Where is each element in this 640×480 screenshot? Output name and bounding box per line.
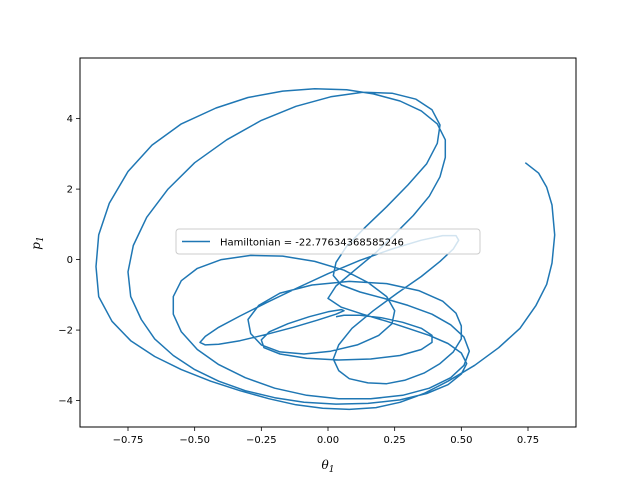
y-tick-label: 0 — [67, 255, 73, 266]
legend-label: Hamiltonian = -22.77634368585246 — [220, 238, 404, 249]
x-tick-label: 0.00 — [317, 435, 339, 446]
x-axis-label-subscript: 1 — [329, 465, 335, 475]
x-tick-label: −0.50 — [179, 435, 210, 446]
x-axis-ticks: −0.75 −0.50 −0.25 0.00 0.25 0.50 0.75 — [113, 427, 539, 446]
x-axis-label: θ1 — [322, 458, 335, 475]
y-tick-label: 4 — [67, 114, 73, 125]
y-tick-label: −4 — [58, 396, 73, 407]
x-tick-label: −0.25 — [246, 435, 277, 446]
legend-box — [175, 228, 481, 255]
x-tick-label: −0.75 — [113, 435, 144, 446]
y-tick-label: −2 — [58, 326, 73, 337]
y-axis-label-subscript: 1 — [36, 236, 46, 242]
x-axis-label-symbol: θ — [322, 458, 330, 472]
series-line-0 — [95, 87, 556, 411]
plot-frame — [79, 57, 577, 428]
series-layer — [95, 87, 556, 411]
x-tick-label: 0.75 — [517, 435, 539, 446]
x-tick-label: 0.25 — [384, 435, 406, 446]
x-tick-label: 0.50 — [450, 435, 472, 446]
y-axis-label: p1 — [29, 236, 46, 249]
y-axis-label-symbol: p — [29, 242, 43, 250]
y-axis-ticks: −4 −2 0 2 4 — [58, 114, 80, 407]
y-tick-label: 2 — [67, 185, 73, 196]
legend: Hamiltonian = -22.77634368585246 — [175, 228, 481, 255]
